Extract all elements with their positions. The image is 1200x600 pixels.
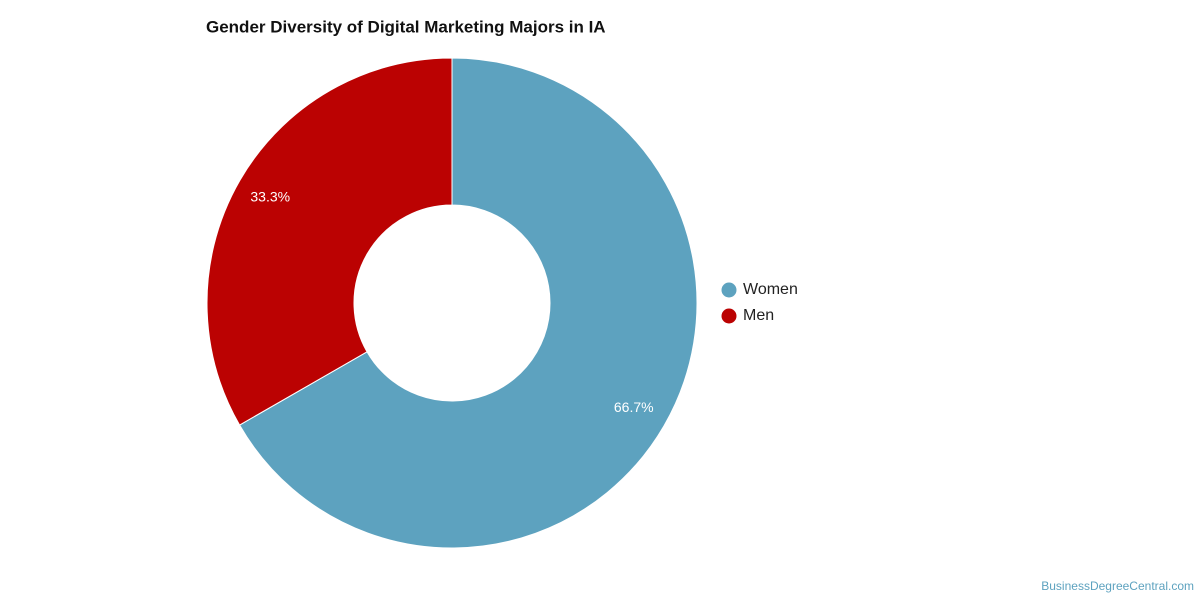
legend-label: Men	[743, 307, 774, 324]
legend-marker	[721, 308, 737, 324]
legend-marker	[721, 282, 737, 298]
chart-title: Gender Diversity of Digital Marketing Ma…	[206, 17, 606, 36]
source: BusinessDegreeCentral.com	[1041, 579, 1194, 593]
value-label: 33.3%	[250, 189, 290, 205]
legend-label: Women	[743, 281, 798, 298]
donut-slice	[238, 57, 698, 549]
value-label: 66.7%	[614, 399, 654, 415]
donut-slice	[206, 57, 453, 426]
